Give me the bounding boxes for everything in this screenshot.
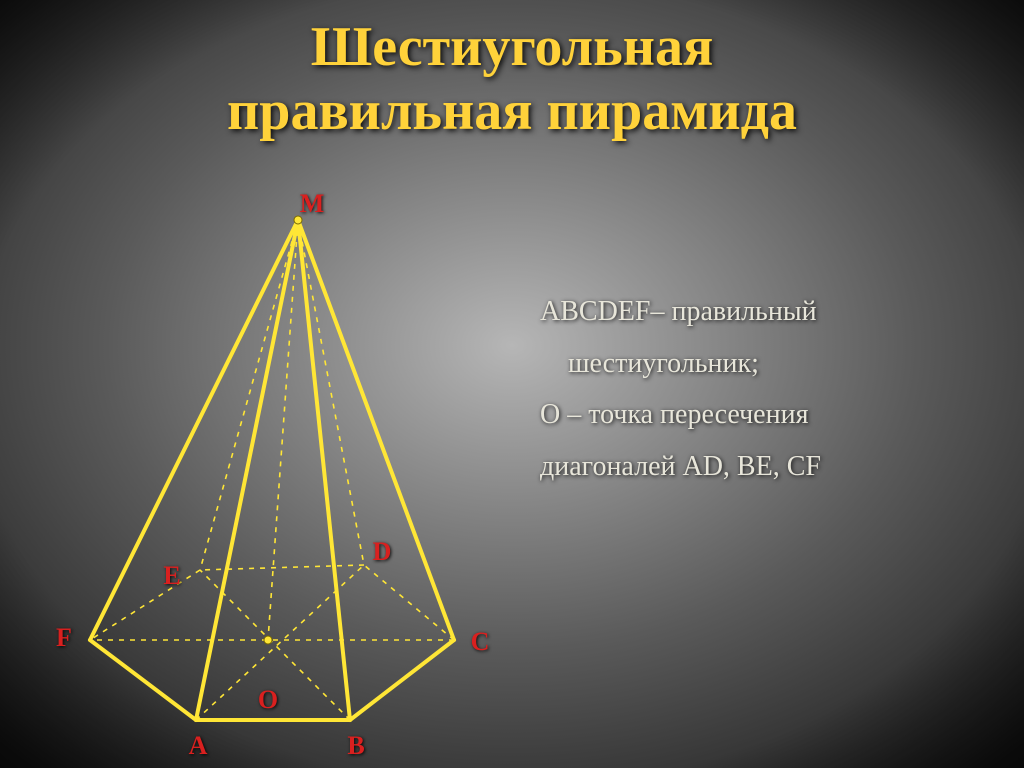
label-c: C: [471, 627, 490, 657]
label-a: A: [189, 731, 208, 761]
desc-l1b: – правильный: [650, 296, 816, 327]
desc-line-4: диагоналей АD, BE, CF: [540, 443, 821, 491]
desc-line-2: шестиугольник;: [540, 340, 821, 388]
desc-line-3: О – точка пересечения: [540, 391, 821, 439]
label-d: D: [373, 537, 392, 567]
slide-title: Шестиугольная правильная пирамида: [0, 15, 1024, 144]
description-block: ABCDEF– правильный шестиугольник; О – то…: [540, 288, 821, 494]
label-f: F: [56, 623, 72, 653]
label-b: B: [347, 731, 364, 761]
title-line-1: Шестиугольная: [311, 16, 714, 78]
desc-line-1: ABCDEF– правильный: [540, 288, 821, 336]
pyramid-diagram: [50, 190, 530, 750]
label-o: O: [258, 685, 278, 715]
slide: Шестиугольная правильная пирамида ABCDEF…: [0, 0, 1024, 768]
label-e: E: [163, 561, 180, 591]
desc-abcdef: ABCDEF: [540, 296, 650, 327]
title-line-2: правильная пирамида: [227, 80, 797, 142]
label-m: M: [300, 189, 325, 219]
